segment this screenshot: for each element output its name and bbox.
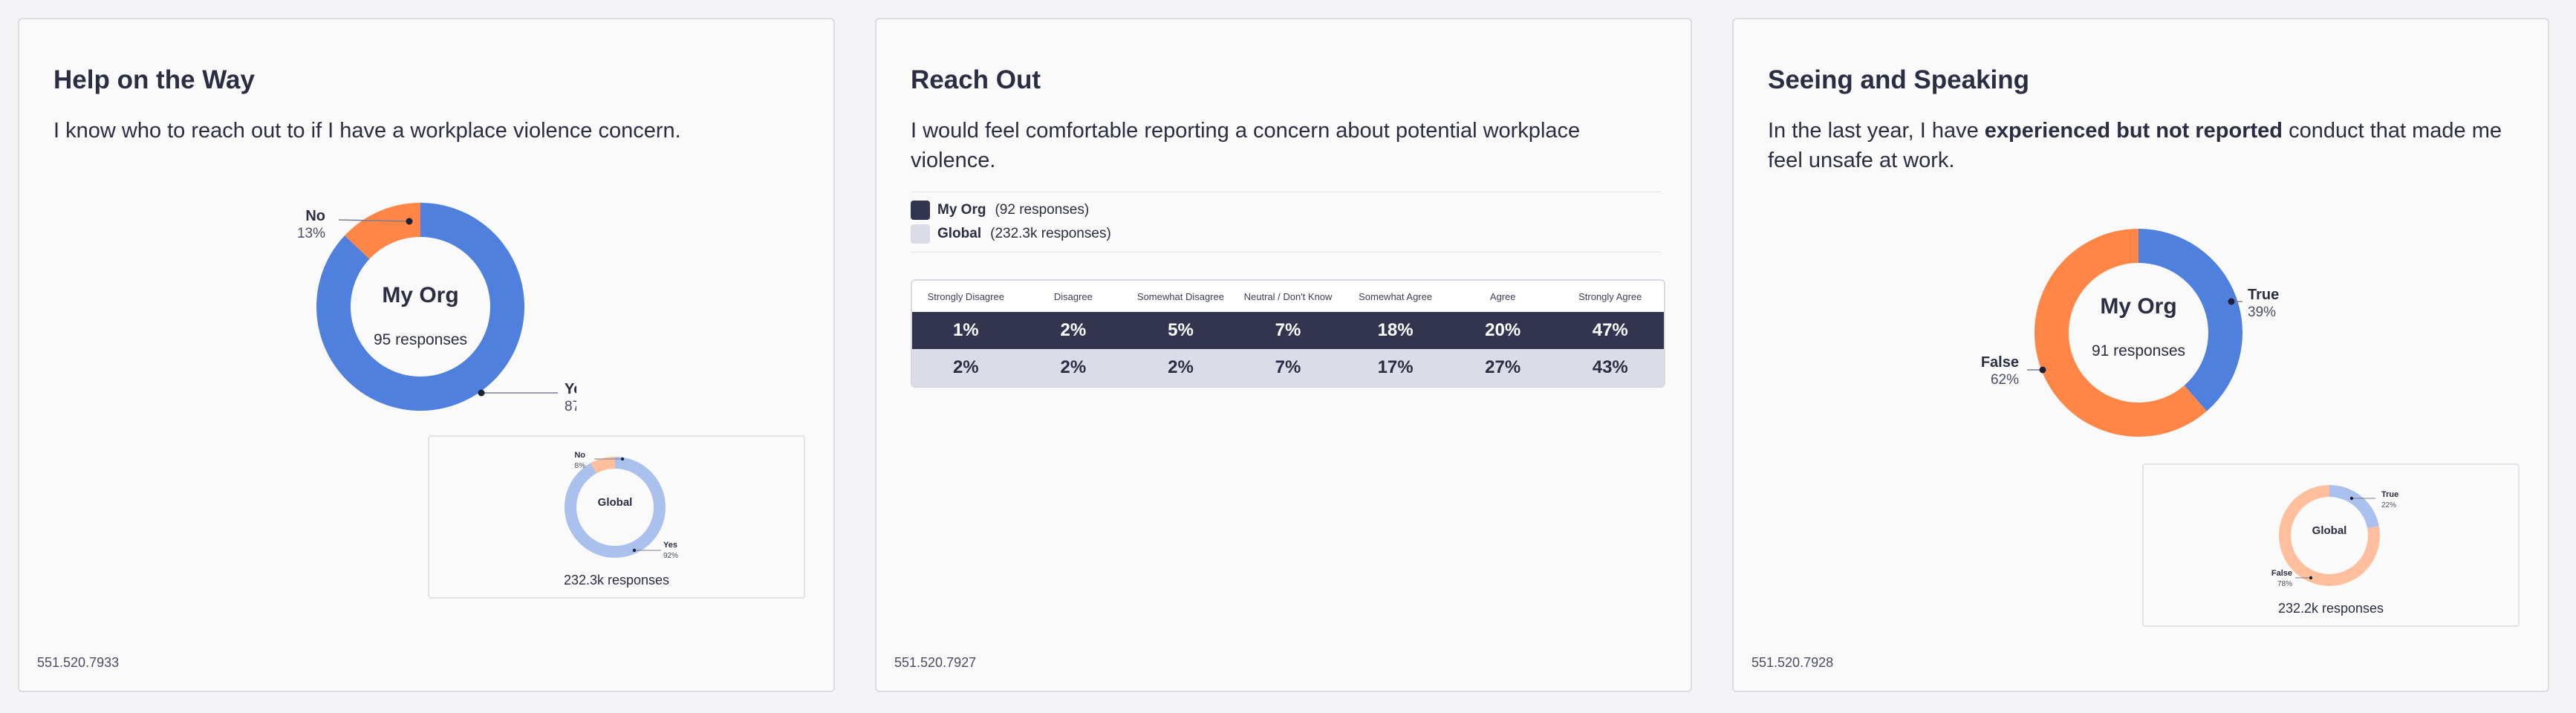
table-cell: 7%: [1275, 320, 1301, 340]
card-id-code: 551.520.7928: [1752, 655, 1834, 670]
slice-percent-label: 78%: [2277, 580, 2292, 588]
slice-percent-label: 39%: [2248, 305, 2276, 320]
column-header: Somewhat Disagree: [1136, 290, 1224, 302]
card-reach-out: Reach Out I would feel comfortable repor…: [875, 18, 1692, 692]
table-cell: 2%: [1168, 357, 1194, 377]
legend-count: (92 responses): [995, 202, 1090, 218]
card-question: I would feel comfortable reporting a con…: [911, 119, 1581, 172]
slice-percent-label: 87%: [565, 399, 576, 414]
leader-dot: [406, 218, 413, 225]
donut-slice-no: [344, 203, 420, 259]
leader-dot: [2228, 298, 2235, 305]
global-chart-box: True 22% False 78% Global 232.2k responses: [2142, 463, 2520, 627]
card-seeing-and-speaking: Seeing and Speaking In the last year, I …: [1732, 18, 2549, 692]
donut-slice-false: [2035, 229, 2207, 437]
org-responses: 91 responses: [2091, 342, 2186, 359]
table-cell: 43%: [1592, 357, 1628, 377]
card-help-on-the-way: Help on the Way I know who to reach out …: [18, 18, 835, 692]
table-row-global: 2% 2% 2% 7% 17% 27% 43%: [912, 349, 1664, 386]
card-title: Seeing and Speaking: [1768, 65, 2030, 94]
table-cell: 47%: [1592, 320, 1628, 340]
table-row-my-org: 1% 2% 5% 7% 18% 20% 47%: [912, 312, 1664, 349]
legend-swatch: [911, 201, 930, 220]
question-text: conduct that made me feel unsafe at work…: [1768, 119, 2502, 172]
org-center-label: My Org: [2100, 294, 2177, 319]
leader-dot: [2309, 576, 2313, 580]
table-cell: 2%: [1060, 320, 1087, 340]
table-cell: 2%: [952, 357, 979, 377]
global-center-label: Global: [2312, 524, 2347, 537]
card-question: I know who to reach out to if I have a w…: [53, 119, 681, 143]
column-header: Neutral / Don't Know: [1243, 290, 1333, 302]
donut-slice-yes: [316, 203, 524, 411]
legend-item-global: Global (232.3k responses): [911, 222, 1661, 246]
question-text: In the last year, I have: [1768, 119, 1985, 143]
slice-category-label: True: [2381, 490, 2398, 499]
slice-percent-label: 13%: [297, 226, 325, 241]
slice-percent-label: 62%: [1991, 372, 2019, 388]
global-responses: 232.3k responses: [563, 573, 670, 587]
global-center-label: Global: [597, 496, 633, 509]
slice-percent-label: 92%: [663, 552, 678, 560]
legend-item-my-org: My Org (92 responses): [911, 198, 1661, 222]
table-cell: 7%: [1275, 357, 1301, 377]
org-responses: 95 responses: [373, 331, 468, 348]
legend-count: (232.3k responses): [990, 226, 1111, 241]
slice-category-label: True: [2248, 287, 2279, 303]
table-cell: 2%: [1060, 357, 1087, 377]
slice-percent-label: 22%: [2381, 501, 2396, 509]
column-header: Strongly Agree: [1578, 290, 1642, 302]
slice-percent-label: 8%: [575, 462, 586, 470]
table-cell: 20%: [1485, 320, 1521, 340]
table-cell: 17%: [1377, 357, 1414, 377]
slice-category-label: False: [1981, 354, 2019, 371]
leader-dot: [2039, 366, 2046, 374]
org-center-label: My Org: [382, 283, 459, 307]
card-id-code: 551.520.7927: [894, 655, 977, 670]
slice-category-label: No: [574, 451, 585, 460]
leader-dot: [2349, 496, 2354, 501]
card-title: Help on the Way: [53, 65, 255, 94]
legend-name: Global: [937, 226, 982, 241]
leader-dot: [620, 457, 625, 461]
global-chart-box: Yes 92% No 8% Global 232.3k responses: [428, 435, 805, 599]
table-cell: 1%: [952, 320, 979, 340]
leader-line: [338, 219, 410, 222]
slice-category-label: No: [305, 208, 325, 224]
table-cell: 27%: [1485, 357, 1521, 377]
donut-slice-true: [2138, 229, 2242, 411]
leader-dot: [632, 548, 637, 553]
legend-swatch: [911, 224, 930, 244]
legend-name: My Org: [937, 202, 986, 218]
global-donut-chart: Yes 92% No 8%: [565, 451, 678, 560]
response-distribution-table: Strongly Disagree Disagree Somewhat Disa…: [911, 279, 1665, 388]
slice-category-label: False: [2271, 569, 2292, 578]
question-emphasis: experienced but not reported: [1984, 119, 2283, 143]
table-cell: 18%: [1377, 320, 1414, 340]
table-header-row: Strongly Disagree Disagree Somewhat Disa…: [912, 281, 1664, 312]
table-cell: 5%: [1168, 320, 1194, 340]
donut-slice-no: [591, 457, 615, 474]
slice-category-label: Yes: [565, 381, 576, 397]
global-responses: 232.2k responses: [2277, 601, 2384, 616]
column-header: Somewhat Agree: [1359, 290, 1433, 302]
donut-slice-true: [2329, 485, 2379, 529]
column-header: Agree: [1489, 290, 1516, 302]
org-donut-chart: Yes 87% No 13%: [297, 203, 576, 414]
chart-legend: My Org (92 responses) Global (232.3k res…: [911, 192, 1661, 253]
slice-category-label: Yes: [663, 541, 677, 550]
column-header: Disagree: [1053, 290, 1093, 302]
card-id-code: 551.520.7933: [37, 655, 120, 670]
global-donut-chart: True 22% False 78%: [2271, 485, 2398, 588]
card-question: In the last year, I have experienced but…: [1768, 116, 2511, 175]
column-header: Strongly Disagree: [927, 290, 1004, 302]
card-title: Reach Out: [911, 65, 1041, 94]
leader-dot: [478, 389, 485, 397]
